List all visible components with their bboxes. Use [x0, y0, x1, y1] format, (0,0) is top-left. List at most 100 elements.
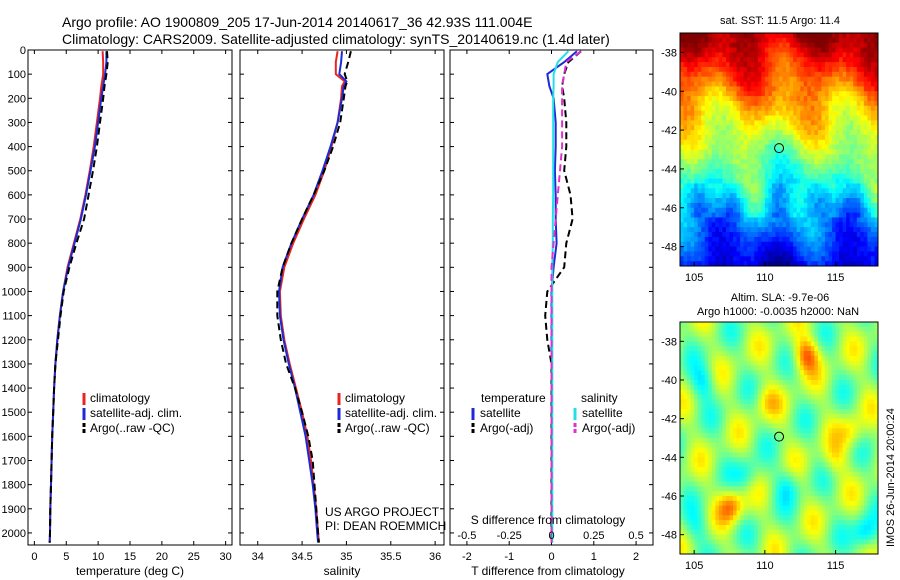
map-cell	[789, 365, 794, 371]
map-cell	[733, 202, 738, 209]
map-cell	[856, 418, 861, 425]
map-cell	[786, 336, 791, 342]
map-cell	[803, 380, 808, 386]
map-cell	[690, 76, 695, 83]
map-cell	[870, 222, 876, 228]
map-cell	[800, 322, 805, 328]
map-cell	[803, 86, 808, 92]
map-cell	[786, 96, 791, 102]
map-cell	[715, 91, 720, 97]
map-cell	[725, 481, 731, 487]
map-cell	[863, 217, 868, 223]
legend-label: climatology	[90, 391, 150, 405]
map-cell	[839, 256, 844, 262]
map-cell	[708, 423, 713, 429]
map-cell	[757, 47, 762, 54]
map-cell	[874, 341, 878, 347]
map-cell	[807, 33, 812, 39]
map-cell	[842, 125, 847, 131]
map-cell	[807, 81, 812, 87]
map-cell	[775, 251, 780, 257]
map-cell	[775, 452, 780, 458]
map-cell	[722, 198, 727, 204]
map-cell	[764, 115, 769, 121]
map-cell	[874, 251, 878, 257]
map-cell	[793, 212, 798, 219]
map-cell	[771, 159, 777, 165]
map-cell	[853, 246, 858, 253]
map-cell	[824, 457, 830, 463]
map-cell	[800, 149, 805, 155]
map-cell	[789, 168, 794, 175]
map-cell	[771, 227, 777, 233]
map-cell	[828, 71, 833, 78]
map-cell	[740, 91, 745, 97]
s-difference-ticklabels: -0.5 -0.25 0 0.25 0.5	[457, 530, 643, 542]
map-cell	[701, 433, 706, 439]
map-cell	[863, 351, 868, 357]
map-cell	[786, 326, 791, 333]
map-cell	[835, 198, 840, 204]
map-cell	[828, 246, 833, 253]
map-cell	[853, 71, 858, 78]
map-cell	[711, 389, 716, 396]
map-cell	[750, 413, 755, 420]
map-cell	[680, 409, 685, 415]
map-cell	[771, 261, 777, 266]
map-cell	[729, 476, 734, 483]
map-cell	[775, 115, 780, 121]
map-cell	[701, 246, 706, 253]
map-cell	[740, 173, 745, 180]
map-cell	[860, 217, 865, 223]
map-cell	[764, 71, 769, 78]
map-cell	[701, 110, 706, 117]
map-cell	[747, 241, 752, 248]
map-cell	[779, 336, 784, 342]
map-cell	[814, 130, 819, 136]
map-cell	[800, 261, 805, 266]
map-cell	[697, 217, 702, 223]
map-cell	[754, 241, 759, 248]
map-cell	[832, 66, 837, 73]
map-cell	[680, 86, 685, 92]
map-cell	[683, 105, 688, 112]
map-cell	[824, 384, 830, 391]
map-cell	[740, 418, 745, 425]
map-cell	[690, 360, 695, 367]
map-cell	[828, 222, 833, 228]
map-cell	[743, 110, 748, 117]
map-cell	[782, 91, 787, 97]
map-cell	[810, 164, 815, 170]
map-cell	[725, 462, 731, 468]
map-cell	[697, 360, 702, 367]
map-cell	[824, 105, 830, 112]
map-cell	[856, 326, 861, 333]
map-cell	[867, 355, 872, 362]
map-cell	[708, 207, 713, 214]
map-cell	[697, 149, 702, 155]
map-cell	[807, 173, 812, 180]
map-cell	[683, 57, 688, 63]
map-cell	[789, 341, 794, 347]
map-cell	[817, 232, 823, 238]
map-cell	[761, 413, 766, 420]
map-cell	[803, 202, 808, 209]
map-cell	[708, 457, 713, 463]
map-cell	[718, 33, 724, 39]
map-cell	[736, 251, 741, 257]
map-cell	[733, 47, 738, 54]
map-cell	[757, 154, 762, 160]
map-cell	[697, 96, 702, 102]
map-cell	[782, 251, 787, 257]
map-cell	[835, 467, 840, 473]
map-cell	[711, 202, 716, 209]
map-cell	[761, 110, 766, 117]
map-cell	[853, 389, 858, 396]
map-cell	[789, 134, 794, 141]
map-cell	[817, 57, 823, 63]
map-cell	[839, 159, 844, 165]
map-cell	[768, 217, 773, 223]
map-cell	[736, 164, 741, 170]
map-cell	[828, 370, 833, 376]
map-cell	[708, 467, 713, 473]
